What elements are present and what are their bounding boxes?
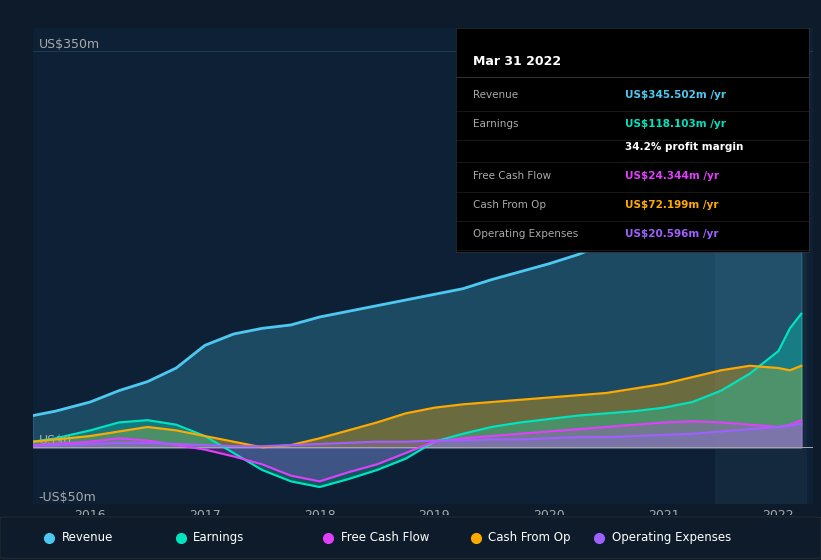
Text: Earnings: Earnings bbox=[474, 119, 519, 129]
Text: Revenue: Revenue bbox=[474, 90, 518, 100]
Text: Cash From Op: Cash From Op bbox=[488, 531, 571, 544]
Text: Free Cash Flow: Free Cash Flow bbox=[341, 531, 429, 544]
Text: Free Cash Flow: Free Cash Flow bbox=[474, 171, 552, 181]
Text: US$345.502m /yr: US$345.502m /yr bbox=[625, 90, 726, 100]
Text: US$20.596m /yr: US$20.596m /yr bbox=[625, 229, 718, 239]
Text: US$0: US$0 bbox=[39, 435, 71, 447]
Text: -US$50m: -US$50m bbox=[39, 491, 96, 504]
Text: Earnings: Earnings bbox=[193, 531, 245, 544]
Text: US$24.344m /yr: US$24.344m /yr bbox=[625, 171, 719, 181]
Bar bbox=[715, 28, 807, 504]
Text: Operating Expenses: Operating Expenses bbox=[612, 531, 731, 544]
Text: US$72.199m /yr: US$72.199m /yr bbox=[625, 200, 718, 210]
Text: US$118.103m /yr: US$118.103m /yr bbox=[625, 119, 726, 129]
Text: Mar 31 2022: Mar 31 2022 bbox=[474, 55, 562, 68]
Text: Operating Expenses: Operating Expenses bbox=[474, 229, 579, 239]
Text: US$350m: US$350m bbox=[39, 38, 99, 50]
Text: 34.2% profit margin: 34.2% profit margin bbox=[625, 142, 744, 152]
Text: Revenue: Revenue bbox=[62, 531, 113, 544]
Text: Cash From Op: Cash From Op bbox=[474, 200, 546, 210]
